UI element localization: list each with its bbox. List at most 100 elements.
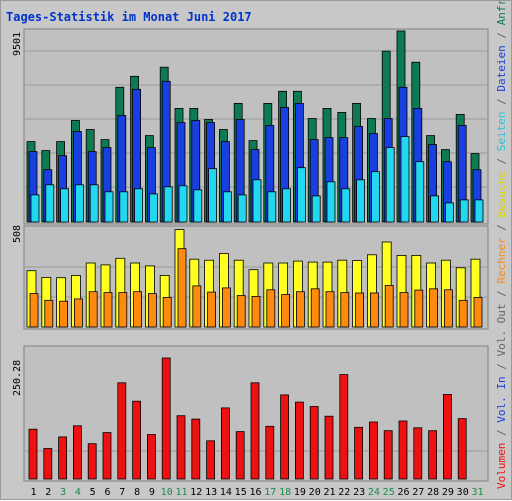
legend-besuche: Besuche — [495, 171, 508, 217]
day-axis-labels: 1 2 3 4 5 6 7 8 9 10 11 12 13 14 15 16 17 18 19 20 21 22 23 24 2… — [30, 487, 483, 498]
seiten-bar — [311, 195, 321, 223]
day-label: 17 — [264, 487, 276, 498]
bar-marks — [26, 30, 484, 480]
rechner-bar — [325, 291, 335, 328]
rechner-bar — [251, 295, 261, 328]
day-label: 5 — [90, 487, 96, 498]
day-label: 16 — [249, 487, 261, 498]
series-side-legend: Volumen / Vol. In / Vol. Out / Rechner /… — [495, 1, 508, 489]
seiten-bar — [75, 184, 84, 223]
volumen-bar — [309, 406, 319, 480]
volumen-bar — [398, 420, 408, 480]
seiten-bar — [134, 188, 144, 223]
volumen-bar — [58, 436, 67, 480]
rechner-bar — [88, 291, 98, 328]
legend-separator: / — [495, 25, 508, 45]
rechner-bar — [399, 292, 409, 328]
day-label: 15 — [235, 487, 247, 498]
rechner-bar — [473, 296, 483, 328]
legend-vol-in: Vol. In — [495, 376, 508, 422]
volumen-bar — [176, 415, 186, 480]
day-label: 27 — [412, 487, 424, 498]
rechner-bar — [162, 296, 172, 328]
volumen-bar — [280, 394, 290, 480]
day-label: 18 — [279, 487, 291, 498]
volumen-bar — [457, 418, 467, 480]
seiten-bar — [45, 184, 55, 223]
legend-separator: / — [495, 423, 508, 443]
rechner-bar — [414, 289, 424, 328]
day-label: 12 — [190, 487, 202, 498]
rechner-bar — [29, 293, 39, 328]
seiten-bar — [222, 191, 232, 223]
volumen-bar — [206, 440, 216, 480]
legend-separator: / — [495, 151, 508, 171]
seiten-bar — [163, 186, 173, 223]
legend-separator: / — [495, 284, 508, 304]
seiten-bar — [148, 193, 158, 223]
rechner-bar — [59, 300, 68, 328]
volumen-bar — [43, 448, 53, 480]
day-label: 10 — [161, 487, 173, 498]
bottom-ymax-label: 250.28 — [12, 360, 23, 396]
day-label: 31 — [471, 487, 483, 498]
seiten-bar — [30, 194, 40, 223]
volumen-bar — [87, 443, 97, 480]
seiten-bar — [341, 188, 351, 223]
day-label: 30 — [457, 487, 469, 498]
volumen-bar — [28, 428, 38, 480]
rechner-bar — [443, 289, 453, 328]
volumen-bar — [354, 426, 364, 480]
legend-seiten: Seiten — [495, 111, 508, 151]
rechner-bar — [133, 291, 143, 328]
seiten-bar — [60, 188, 69, 223]
rechner-bar — [74, 298, 83, 328]
seiten-bar — [178, 185, 188, 223]
legend-anfragen: Anfragen — [495, 1, 508, 25]
day-label: 2 — [45, 487, 51, 498]
volumen-bar — [250, 382, 260, 480]
seiten-bar — [193, 189, 203, 223]
seiten-bar — [237, 194, 247, 223]
seiten-bar — [400, 136, 410, 223]
rechner-bar — [369, 292, 379, 328]
legend-rechner: Rechner — [495, 237, 508, 284]
day-label: 19 — [294, 487, 306, 498]
day-label: 3 — [60, 487, 66, 498]
volumen-bar — [368, 421, 378, 480]
volumen-bar — [220, 407, 230, 480]
seiten-bar — [415, 161, 425, 223]
rechner-bar — [207, 291, 217, 328]
legend-separator: / — [495, 357, 508, 377]
rechner-bar — [458, 299, 468, 328]
seiten-bar — [356, 179, 366, 223]
top-ymax-label: 9501 — [12, 32, 23, 56]
rechner-bar — [192, 285, 202, 328]
day-label: 7 — [119, 487, 125, 498]
seiten-bar — [119, 191, 129, 223]
seiten-bar — [326, 181, 336, 223]
day-label: 13 — [205, 487, 217, 498]
seiten-bar — [444, 202, 454, 223]
day-label: 21 — [323, 487, 335, 498]
legend-vol-out: Vol. Out — [495, 304, 508, 357]
seiten-bar — [459, 199, 469, 223]
rechner-bar — [295, 291, 305, 328]
rechner-bar — [266, 289, 276, 328]
legend-separator: / — [495, 92, 508, 112]
volumen-bar — [442, 393, 452, 480]
rechner-bar — [340, 292, 350, 328]
day-label: 8 — [134, 487, 140, 498]
rechner-bar — [310, 288, 320, 328]
seiten-bar — [267, 191, 277, 223]
seiten-bar — [474, 199, 484, 223]
volumen-bar — [132, 400, 142, 480]
volumen-bar — [73, 425, 82, 480]
volumen-bar — [413, 427, 423, 480]
day-label: 24 — [368, 487, 380, 498]
volumen-bar — [146, 434, 156, 480]
day-label: 20 — [309, 487, 321, 498]
volumen-bar — [235, 431, 245, 480]
volumen-bar — [117, 382, 127, 480]
